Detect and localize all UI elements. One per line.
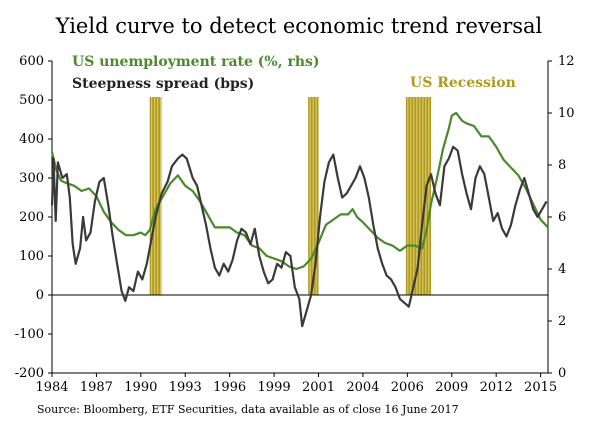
recession-bands — [149, 97, 432, 295]
x-tick-label: 1999 — [258, 380, 291, 395]
legend-steepness: Steepness spread (bps) — [72, 76, 254, 92]
x-tick-label: 2004 — [346, 380, 379, 395]
left-y-tick-label: 0 — [36, 288, 44, 303]
left-y-tick-label: 200 — [19, 210, 44, 225]
left-y-tick-label: 400 — [19, 132, 44, 147]
right-y-tick-label: 4 — [558, 262, 566, 277]
x-tick-label: 2001 — [302, 380, 335, 395]
x-tick-label: 1987 — [80, 380, 113, 395]
right-y-tick-label: 10 — [558, 106, 575, 121]
right-y-tick-label: 6 — [558, 210, 566, 225]
x-tick-label: 1996 — [213, 380, 246, 395]
right-y-tick-label: 2 — [558, 314, 566, 329]
chart-title: Yield curve to detect economic trend rev… — [55, 14, 543, 38]
left-y-tick-label: -200 — [15, 366, 44, 381]
left-y-tick-label: 100 — [19, 249, 44, 264]
x-tick-label: 2012 — [480, 380, 513, 395]
unemployment-rate-line — [50, 111, 549, 271]
right-y-tick-label: 0 — [558, 366, 566, 381]
x-tick-label: 2015 — [524, 380, 557, 395]
left-y-tick-label: -100 — [15, 327, 44, 342]
axes: -200 -100 0 100 200 300 400 500 600 0 2 4 6 8 10 12 1984… — [15, 54, 575, 395]
series-lines — [50, 111, 549, 328]
left-y-tick-label: 300 — [19, 171, 44, 186]
x-tick-label: 1990 — [124, 380, 157, 395]
recession-band — [149, 97, 162, 295]
right-y-tick-label: 8 — [558, 158, 566, 173]
source-note: Source: Bloomberg, ETF Securities, data … — [37, 403, 459, 416]
recession-band — [308, 97, 319, 295]
x-tick-label: 2009 — [435, 380, 468, 395]
steepness-spread-line — [50, 145, 548, 328]
legend-unemployment: US unemployment rate (%, rhs) — [72, 54, 320, 70]
left-y-tick-label: 600 — [19, 54, 44, 69]
legend: US unemployment rate (%, rhs) Steepness s… — [72, 54, 516, 92]
x-tick-label: 2006 — [391, 380, 424, 395]
x-tick-label: 1993 — [169, 380, 202, 395]
right-y-tick-label: 12 — [558, 54, 575, 69]
legend-recession: US Recession — [410, 75, 516, 91]
recession-band — [405, 97, 432, 295]
left-y-tick-label: 500 — [19, 93, 44, 108]
recession-band-fill — [149, 97, 162, 295]
x-tick-label: 1984 — [35, 380, 68, 395]
